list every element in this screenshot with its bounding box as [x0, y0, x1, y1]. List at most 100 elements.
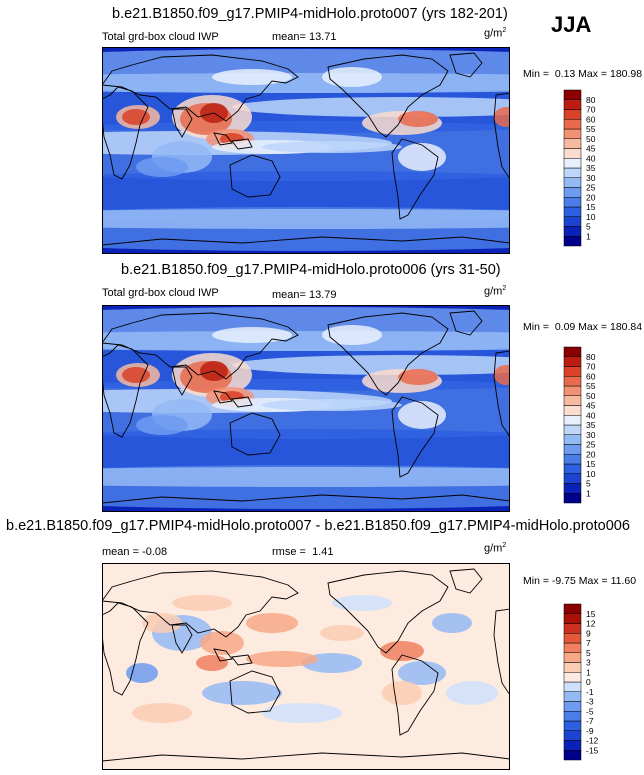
panel3-coastline-3: [213, 648, 253, 666]
panel3-colorbar-box-8: [563, 672, 582, 683]
panel3-colorbar-box-3: [563, 720, 582, 731]
panel2-coastline-9: [493, 350, 510, 438]
panel2-colorbar-label-6: 30: [586, 430, 596, 440]
panel1-colorbar-label-2: 10: [586, 212, 596, 222]
panel3-colorbar-label-13: 12: [586, 619, 596, 629]
panel3-field-region-9: [262, 703, 342, 723]
panel2-field-region-21: [398, 401, 446, 429]
panel3-coastline-4: [229, 670, 281, 714]
panel3-coastline-8: [102, 752, 510, 770]
panel3-field-region-7: [398, 661, 446, 685]
panel2-colorbar-box-6: [563, 434, 582, 445]
panel1-colorbar-box-4: [563, 197, 582, 208]
panel3-colorbar-box-11: [563, 642, 582, 653]
panel3-field-region-2: [200, 631, 244, 655]
panel1-colorbar-box-10: [563, 138, 582, 149]
panel2-coastline-1: [102, 312, 299, 380]
panel3-colorbar-label-9: 3: [586, 658, 591, 668]
panel1-colorbar-box-8: [563, 158, 582, 169]
panel2-coastline-5: [327, 312, 449, 396]
panel1-field-region-17: [398, 111, 438, 127]
panel2-field-region-23: [136, 415, 188, 435]
panel1-colorbar-label-14: 80: [586, 95, 596, 105]
panel3-field-region-11: [332, 595, 392, 611]
panel1-field-region-18: [494, 107, 510, 127]
panel3-field-region-8: [202, 681, 282, 705]
panel1-coastline-5: [327, 54, 449, 138]
panel3-coastline-2: [171, 624, 193, 654]
panel2-field-region-5: [102, 331, 510, 351]
panel1-colorbar-box-2: [563, 216, 582, 227]
panel3-coastline-9: [493, 608, 510, 696]
panel2-variable-label: Total grd-box cloud IWP: [102, 287, 219, 299]
panel2-mean-label: mean=: [272, 289, 306, 301]
panel3-colorbar-label-2: -9: [586, 726, 594, 736]
panel3-field-region-14: [382, 681, 422, 705]
panel2-field-region-18: [494, 365, 510, 385]
panel3-colorbar-label-10: 5: [586, 648, 591, 658]
panel3-colorbar-box-7: [563, 681, 582, 692]
panel1-mean-value: 13.71: [309, 31, 337, 43]
panel1-title: b.e21.B1850.f09_g17.PMIP4-midHolo.proto0…: [112, 6, 508, 22]
panel3-colorbar-label-3: -7: [586, 716, 594, 726]
panel1-mean: mean= 13.71: [272, 31, 337, 43]
panel3-colorbar-label-6: -1: [586, 687, 594, 697]
panel2-colorbar-box-2: [563, 473, 582, 484]
panel2-colorbar-box-5: [563, 444, 582, 455]
panel1-field-region-23: [136, 157, 188, 177]
panel2-colorbar-box-15: [563, 346, 582, 357]
panel3-colorbar-box-13: [563, 623, 582, 634]
panel3-coastline-1: [102, 570, 299, 638]
panel2-coastline-3: [213, 390, 253, 408]
panel2-colorbar-box-4: [563, 454, 582, 465]
panel3-colorbar-box-1: [563, 740, 582, 751]
panel1-colorbar-label-1: 5: [586, 222, 591, 232]
panel3-colorbar-label-1: -12: [586, 736, 599, 746]
panel2-colorbar-box-8: [563, 415, 582, 426]
panel3-field-region-16: [196, 655, 228, 671]
panel2-colorbar-label-5: 25: [586, 440, 596, 450]
panel1-colorbar-box-13: [563, 109, 582, 120]
panel2-colorbar-label-1: 5: [586, 479, 591, 489]
panel2-colorbar-label-2: 10: [586, 469, 596, 479]
panel1-coastline-1: [102, 54, 299, 122]
panel2-colorbar-label-9: 45: [586, 401, 596, 411]
panel1-colorbar-box-15: [563, 89, 582, 100]
panel2-colorbar-box-0: [563, 493, 582, 504]
panel2-colorbar-box-13: [563, 366, 582, 377]
panel3-field-region-18: [446, 681, 498, 705]
panel3-field-region-4: [246, 613, 298, 633]
panel2-title: b.e21.B1850.f09_g17.PMIP4-midHolo.proto0…: [121, 262, 501, 278]
panel1-colorbar-label-9: 45: [586, 144, 596, 154]
panel2-colorbar-box-11: [563, 385, 582, 396]
panel1-variable-label: Total grd-box cloud IWP: [102, 31, 219, 43]
panel1-field-region-13: [122, 109, 150, 125]
panel1-colorbar-box-11: [563, 128, 582, 139]
panel2-coastline-8: [102, 494, 510, 512]
panel3-colorbar-label-12: 9: [586, 628, 591, 638]
panel1-field-region-5: [102, 73, 510, 93]
panel3-field-region-15: [246, 651, 318, 667]
panel3-title: b.e21.B1850.f09_g17.PMIP4-midHolo.proto0…: [6, 518, 630, 534]
panel1-field-region-25: [212, 69, 292, 85]
panel2-field-region-25: [212, 327, 292, 343]
panel1-field-region-21: [398, 143, 446, 171]
panel3-colorbar-box-14: [563, 613, 582, 624]
panel3-field-region-6: [380, 641, 424, 661]
panel1-coastline-6: [391, 138, 439, 220]
panel2-coastline-7: [449, 310, 483, 336]
panel1-colorbar-label-8: 40: [586, 153, 596, 163]
panel2-mean-value: 13.79: [309, 289, 337, 301]
panel3-field-region-17: [320, 625, 364, 641]
panel3-colorbar-label-14: 15: [586, 609, 596, 619]
panel3-units: g/m2: [484, 542, 507, 555]
panel2-colorbar-box-1: [563, 483, 582, 494]
panel3-minmax: Min = -9.75 Max = 11.60: [523, 575, 637, 587]
panel2-field-region-24: [322, 325, 382, 345]
panel2-field-region-20: [262, 399, 402, 411]
panel1-field-region-8: [232, 97, 510, 117]
panel3-colorbar-box-4: [563, 711, 582, 722]
